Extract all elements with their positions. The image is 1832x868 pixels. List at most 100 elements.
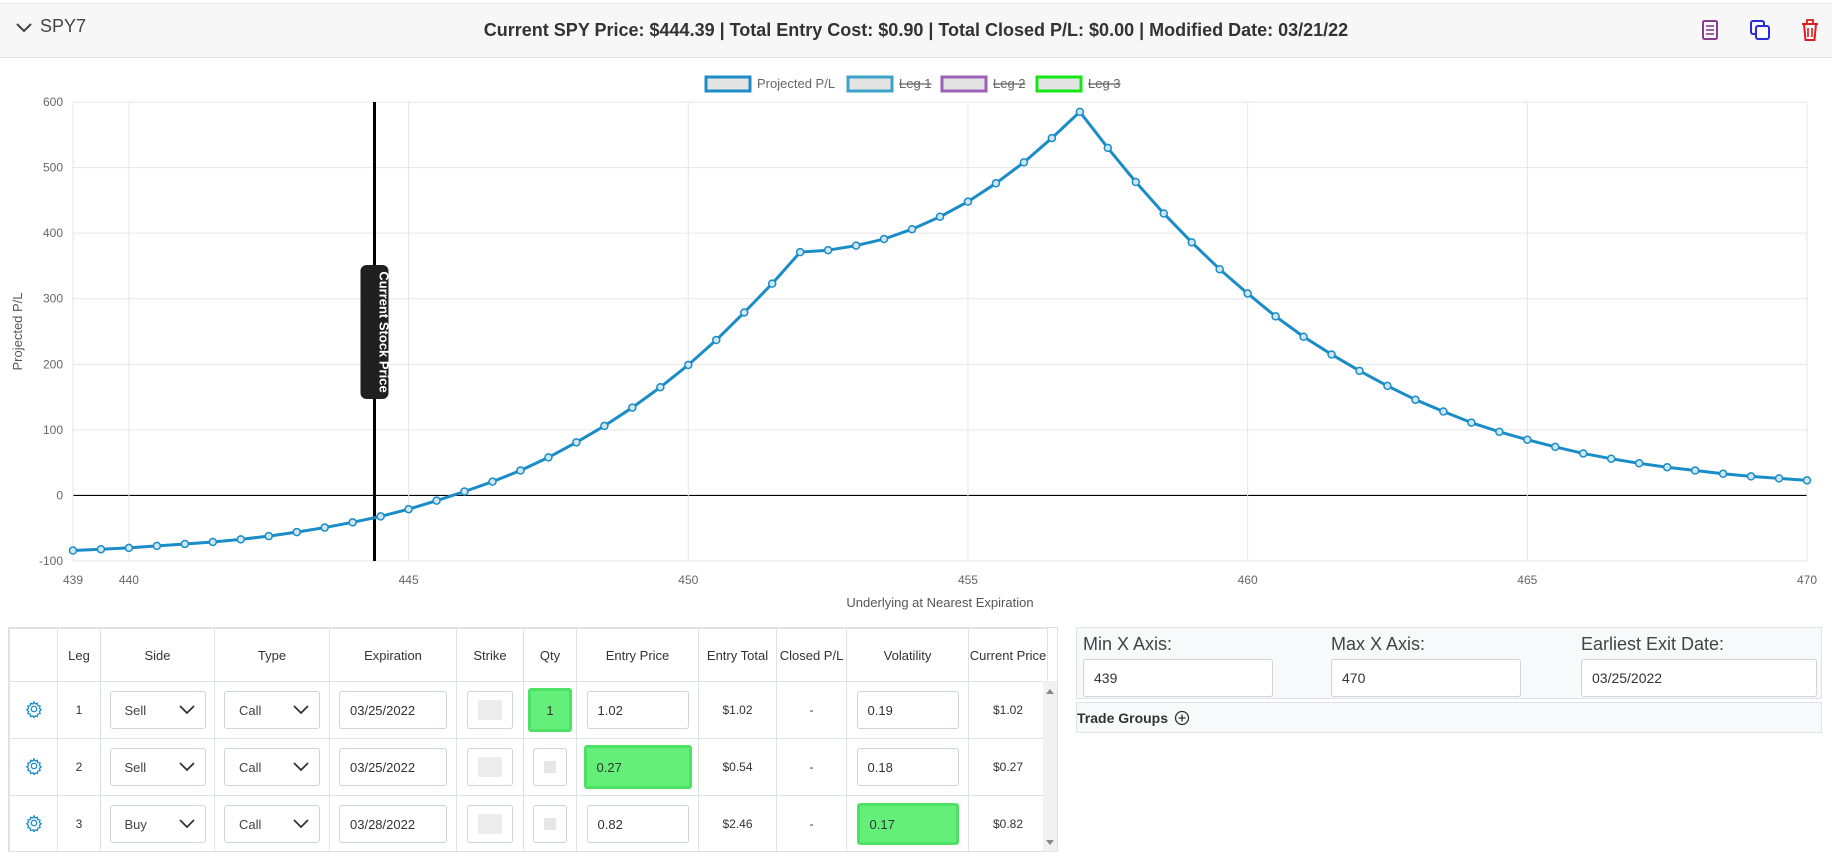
entry-price-input[interactable]: 1.02 — [586, 691, 689, 729]
add-group-icon[interactable] — [1174, 710, 1190, 726]
data-point[interactable] — [1243, 289, 1252, 298]
qty-input[interactable] — [533, 748, 567, 786]
data-point[interactable] — [879, 234, 889, 244]
strike-input[interactable] — [467, 805, 513, 843]
data-point[interactable] — [963, 197, 973, 206]
data-point[interactable] — [1299, 332, 1308, 341]
data-point[interactable] — [460, 487, 469, 496]
data-point[interactable] — [1019, 158, 1029, 167]
data-point[interactable] — [851, 241, 861, 250]
data-point[interactable] — [1047, 133, 1057, 143]
data-point[interactable] — [1774, 474, 1784, 483]
qty-input[interactable] — [533, 805, 567, 843]
data-point[interactable] — [1467, 418, 1476, 427]
data-point[interactable] — [152, 541, 162, 551]
data-point[interactable] — [432, 496, 441, 505]
data-point[interactable] — [96, 544, 106, 554]
data-point[interactable] — [348, 518, 357, 527]
data-point[interactable] — [1523, 435, 1532, 444]
data-point[interactable] — [68, 546, 78, 555]
data-point[interactable] — [628, 403, 637, 412]
data-point[interactable] — [1495, 427, 1504, 437]
data-point[interactable] — [320, 523, 329, 532]
volatility-input[interactable]: 0.17 — [856, 803, 959, 845]
notes-icon[interactable] — [1696, 16, 1724, 44]
expiration-input[interactable]: 03/25/2022 — [339, 748, 447, 786]
data-point[interactable] — [1579, 449, 1588, 458]
data-point[interactable] — [907, 224, 917, 234]
side-select[interactable]: Sell — [109, 748, 206, 786]
data-point[interactable] — [572, 438, 581, 447]
scroll-thumb[interactable] — [1045, 703, 1055, 851]
legend-item[interactable]: Projected P/L — [704, 75, 835, 93]
volatility-input[interactable]: 0.18 — [856, 748, 959, 786]
data-point[interactable] — [544, 453, 553, 462]
data-point[interactable] — [1690, 466, 1700, 475]
data-point[interactable] — [600, 421, 609, 431]
data-point[interactable] — [1159, 209, 1168, 218]
data-point[interactable] — [292, 527, 301, 537]
collapse-toggle[interactable]: SPY7 — [14, 16, 86, 37]
data-point[interactable] — [1802, 476, 1812, 485]
qty-input[interactable]: 1 — [528, 688, 572, 732]
strike-input[interactable] — [467, 691, 513, 729]
expiration-input[interactable]: 03/25/2022 — [339, 691, 447, 729]
data-point[interactable] — [1439, 407, 1448, 416]
strike-input[interactable] — [467, 748, 513, 786]
expiration-input[interactable]: 03/28/2022 — [339, 805, 447, 843]
data-point[interactable] — [935, 212, 945, 221]
data-point[interactable] — [264, 531, 274, 541]
data-point[interactable] — [180, 539, 190, 549]
data-point[interactable] — [376, 512, 385, 521]
legend-item[interactable]: Leg 1 — [846, 75, 932, 93]
gear-icon[interactable] — [25, 813, 43, 835]
copy-icon[interactable] — [1746, 16, 1774, 44]
table-scrollbar[interactable] — [1043, 681, 1057, 851]
data-point[interactable] — [1634, 459, 1644, 468]
data-point[interactable] — [1131, 177, 1141, 187]
data-point[interactable] — [1718, 469, 1728, 479]
data-point[interactable] — [1075, 107, 1085, 117]
side-select[interactable]: Sell — [109, 691, 206, 729]
legend-item[interactable]: Leg 3 — [1035, 75, 1121, 93]
data-point[interactable] — [991, 179, 1001, 188]
data-point[interactable] — [208, 537, 218, 547]
data-point[interactable] — [1327, 350, 1336, 359]
min-x-input[interactable]: 439 — [1083, 659, 1273, 697]
volatility-input[interactable]: 0.19 — [856, 691, 959, 729]
scroll-down-arrow[interactable] — [1046, 840, 1054, 845]
entry-price-input[interactable]: 0.82 — [586, 805, 689, 843]
data-point[interactable] — [712, 335, 721, 345]
type-select[interactable]: Call — [224, 691, 320, 729]
type-select[interactable]: Call — [224, 805, 320, 843]
data-point[interactable] — [1383, 381, 1392, 391]
chevron-down-icon[interactable] — [14, 17, 34, 37]
data-point[interactable] — [1411, 395, 1420, 404]
data-point[interactable] — [488, 477, 497, 486]
data-point[interactable] — [1551, 442, 1560, 452]
data-point[interactable] — [739, 308, 749, 317]
data-point[interactable] — [1187, 238, 1196, 247]
data-point[interactable] — [1662, 462, 1672, 472]
data-point[interactable] — [1103, 143, 1113, 153]
data-point[interactable] — [1746, 472, 1756, 481]
gear-icon[interactable] — [25, 756, 43, 778]
data-point[interactable] — [1606, 454, 1616, 463]
data-point[interactable] — [124, 543, 134, 553]
exit-date-input[interactable]: 03/25/2022 — [1581, 659, 1817, 697]
data-point[interactable] — [823, 245, 833, 255]
data-point[interactable] — [404, 504, 413, 514]
data-point[interactable] — [1271, 312, 1280, 321]
side-select[interactable]: Buy — [109, 805, 206, 843]
data-point[interactable] — [236, 535, 246, 544]
data-point[interactable] — [767, 279, 777, 288]
max-x-input[interactable]: 470 — [1331, 659, 1521, 697]
entry-price-input[interactable]: 0.27 — [583, 745, 692, 789]
trash-icon[interactable] — [1796, 16, 1824, 44]
legend-item[interactable]: Leg 2 — [940, 75, 1026, 93]
data-point[interactable] — [516, 466, 525, 475]
data-point[interactable] — [1355, 366, 1364, 376]
type-select[interactable]: Call — [224, 748, 320, 786]
scroll-up-arrow[interactable] — [1046, 689, 1054, 694]
data-point[interactable] — [795, 247, 805, 257]
